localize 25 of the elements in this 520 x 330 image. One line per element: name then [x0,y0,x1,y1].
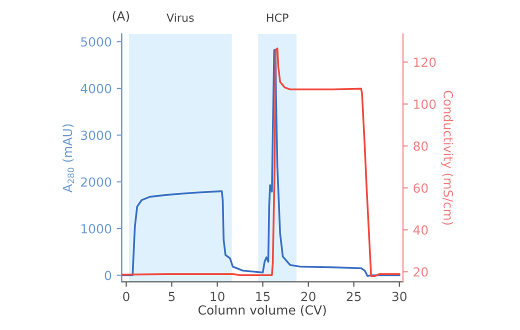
y2-tick-label: 60 [414,183,428,193]
x-tick-label: 15 [256,292,270,302]
x-axis-title: Column volume (CV) [198,305,326,316]
y-tick-label: 4000 [80,84,112,94]
y-tick-label: 3000 [81,130,112,140]
band-label: Virus [166,13,194,22]
y-tick-label: 5000 [81,37,112,47]
x-tick-label: 0 [123,292,130,302]
y2-tick-label: 80 [414,141,428,151]
y2-tick-label: 100 [414,99,436,109]
y2-tick-label: 120 [414,58,436,68]
y2-tick-label: 20 [414,267,428,277]
y-tick-label: 0 [104,270,112,280]
y-tick-label: 1000 [82,224,112,234]
band-label: HCP [267,14,288,22]
y-axis-title: A$_{280}$ (mAU) [62,124,74,192]
x-tick-label: 20 [301,292,316,302]
x-tick-label: 5 [168,292,175,302]
x-tick-label: 30 [392,292,406,302]
x-tick-label: 25 [346,292,361,302]
y-tick-label: 2000 [81,177,112,187]
y2-tick-label: 40 [413,225,428,235]
x-tick-label: 10 [210,292,224,302]
y2-axis-title: Conductivity (mS/cm) [441,90,454,225]
chart-title: (A) [112,11,130,22]
